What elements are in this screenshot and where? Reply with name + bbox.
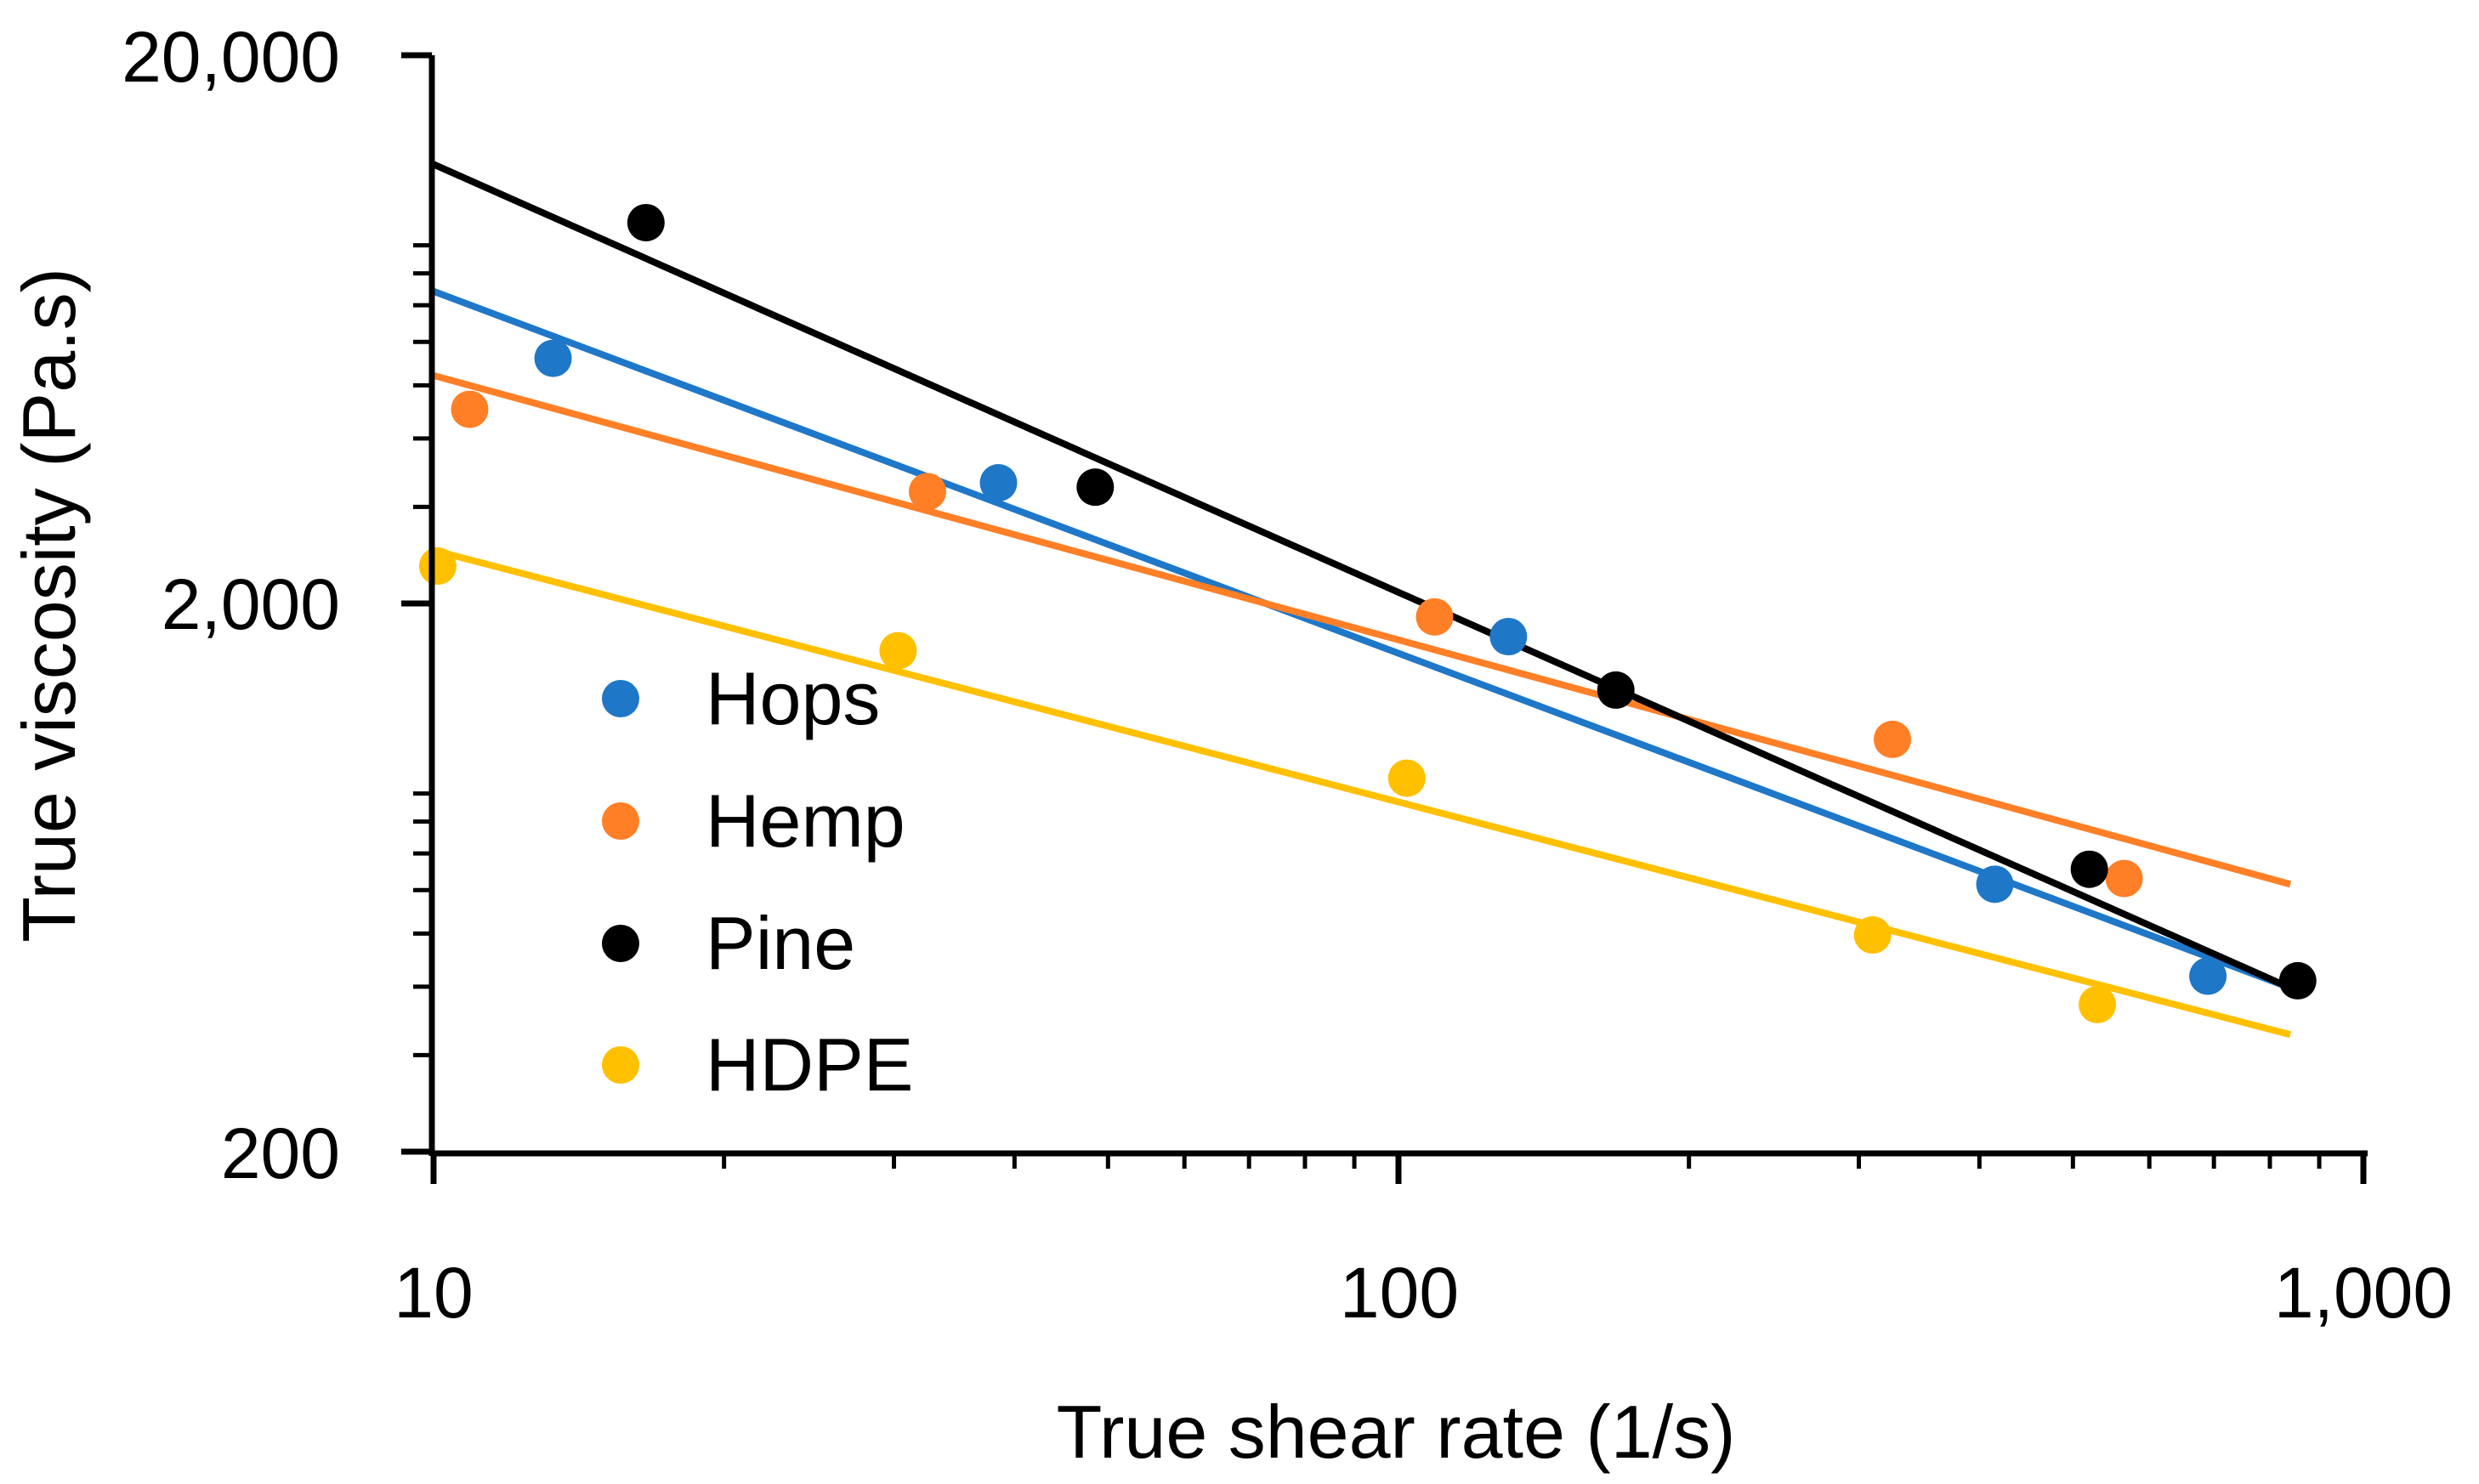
x-tick-label-1000: 1,000 <box>2274 1253 2453 1333</box>
data-point-hops <box>534 339 572 377</box>
trendline-hdpe <box>432 547 2292 1039</box>
legend-item-hops: Hops <box>602 656 880 740</box>
y-tick-label-2000: 2,000 <box>162 564 340 644</box>
data-points <box>418 203 2317 1023</box>
data-point-hops <box>1489 618 1528 656</box>
legend-item-pine: Pine <box>602 901 855 985</box>
legend-label-hops: Hops <box>706 656 880 740</box>
y-axis: 200 2,000 20,000 True viscosity (Pa.s) <box>7 17 435 1193</box>
data-point-hops <box>979 464 1018 502</box>
data-point-hdpe <box>2079 985 2117 1023</box>
trendline-hops <box>432 288 2292 991</box>
x-axis-minor-ticks <box>722 1153 2322 1169</box>
trendlines <box>432 161 2292 1039</box>
legend-item-hemp: Hemp <box>602 779 905 863</box>
x-axis: 10 100 1,000 True shear rate (1/s) <box>394 1150 2453 1474</box>
data-point-hemp <box>1873 720 1911 758</box>
data-point-hemp <box>1415 598 1454 636</box>
data-point-hops <box>2189 957 2227 995</box>
y-axis-minor-ticks <box>413 243 432 1057</box>
trendline-pine <box>432 161 2292 991</box>
data-point-hemp <box>2105 859 2143 898</box>
data-point-hdpe <box>418 547 457 586</box>
x-axis-title: True shear rate (1/s) <box>1057 1390 1736 1474</box>
x-tick-label-10: 10 <box>394 1253 473 1333</box>
data-point-hdpe <box>1853 916 1892 954</box>
y-axis-title: True viscosity (Pa.s) <box>7 268 91 943</box>
y-tick-label-20000: 20,000 <box>122 17 340 97</box>
legend-marker-hdpe <box>602 1046 639 1084</box>
legend-label-hemp: Hemp <box>706 779 905 863</box>
data-point-hemp <box>908 473 946 511</box>
data-point-pine <box>2070 850 2108 888</box>
data-point-pine <box>1076 468 1115 507</box>
data-point-pine <box>2278 961 2317 1000</box>
data-point-pine <box>1597 671 1635 709</box>
y-axis-major-ticks <box>401 52 432 1155</box>
data-point-hdpe <box>879 632 917 670</box>
x-axis-major-ticks <box>430 1153 2367 1184</box>
data-point-hdpe <box>1387 759 1426 797</box>
legend-marker-pine <box>602 925 639 962</box>
legend-label-hdpe: HDPE <box>706 1022 914 1107</box>
trendline-hemp <box>432 371 2292 888</box>
y-tick-label-200: 200 <box>221 1113 340 1193</box>
data-point-pine <box>627 203 665 241</box>
data-point-hemp <box>451 390 489 428</box>
x-tick-label-100: 100 <box>1340 1253 1459 1333</box>
legend-marker-hops <box>602 680 639 717</box>
legend-label-pine: Pine <box>706 901 855 985</box>
data-point-hops <box>1976 865 2014 903</box>
legend-marker-hemp <box>602 802 639 840</box>
legend-item-hdpe: HDPE <box>602 1022 914 1107</box>
legend: Hops Hemp Pine HDPE <box>602 656 914 1107</box>
